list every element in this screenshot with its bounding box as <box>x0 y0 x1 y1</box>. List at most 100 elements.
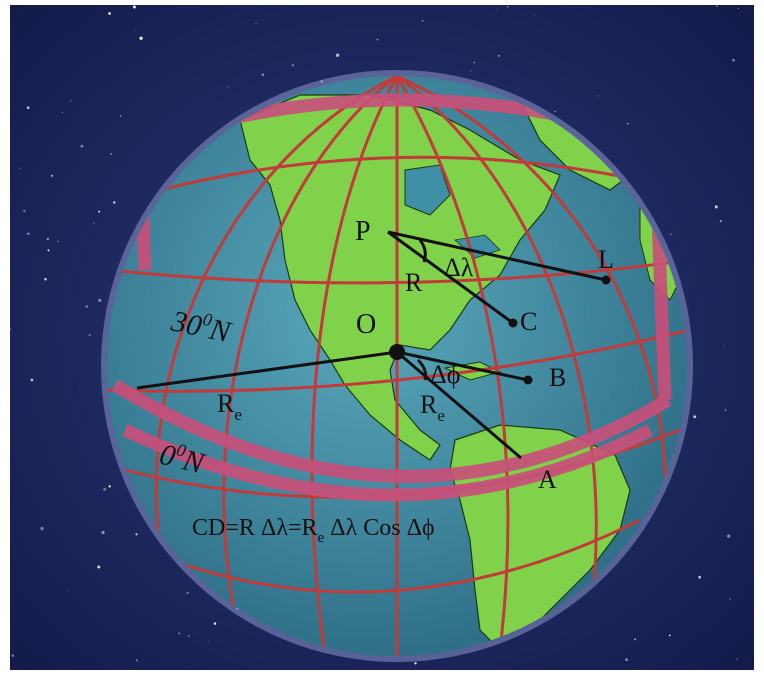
star <box>47 238 49 240</box>
label-p: P <box>355 216 371 247</box>
star <box>470 70 472 72</box>
star <box>729 598 731 600</box>
point-o <box>389 344 405 360</box>
star <box>719 220 722 223</box>
star <box>57 240 59 243</box>
star <box>47 249 50 252</box>
star <box>533 14 535 16</box>
star <box>108 485 111 488</box>
great-lakes-shape <box>454 234 501 259</box>
star <box>44 277 47 281</box>
star <box>507 6 509 8</box>
star <box>376 38 379 41</box>
star <box>724 409 727 411</box>
meridian-east-1 <box>395 76 510 651</box>
label-a: A <box>538 465 557 494</box>
star <box>103 487 107 491</box>
label-b: B <box>549 363 566 392</box>
meridian-west-3 <box>154 76 398 601</box>
star <box>66 590 68 592</box>
star <box>135 533 138 536</box>
star <box>88 334 91 337</box>
star <box>40 526 44 531</box>
star <box>61 111 64 113</box>
label-r: R <box>405 268 423 297</box>
star <box>727 534 731 538</box>
star <box>119 115 122 118</box>
star <box>213 622 217 625</box>
band-equator <box>122 424 653 502</box>
hudson-bay-shape <box>404 164 451 216</box>
star <box>736 658 738 660</box>
meridian-west-1 <box>310 76 399 656</box>
star <box>693 415 697 419</box>
parallel-2 <box>107 328 687 393</box>
star <box>227 86 229 88</box>
star <box>134 29 137 31</box>
star <box>30 378 34 382</box>
star <box>625 658 628 662</box>
star <box>110 152 113 155</box>
point-c <box>508 318 518 328</box>
star <box>732 58 735 62</box>
line-pl <box>387 230 607 282</box>
line-ob <box>396 350 529 382</box>
star <box>98 298 102 303</box>
star <box>188 635 190 637</box>
point-l <box>601 275 611 285</box>
star <box>135 659 138 662</box>
north-america-shape <box>239 94 561 461</box>
star <box>23 209 26 213</box>
star <box>626 122 629 125</box>
star <box>26 106 30 110</box>
star <box>207 640 209 642</box>
star <box>498 54 501 57</box>
star <box>698 575 701 579</box>
star <box>178 632 181 635</box>
star <box>132 5 136 9</box>
star <box>421 20 424 22</box>
line-re-left <box>136 350 398 390</box>
star <box>554 110 556 113</box>
label-l: L <box>598 245 614 274</box>
star <box>93 222 95 224</box>
meridian-east-2 <box>396 76 598 621</box>
parallel-5 <box>159 155 641 192</box>
star <box>335 53 340 57</box>
angle-arc-lambda <box>418 239 427 263</box>
star <box>85 305 89 308</box>
point-b <box>523 375 533 385</box>
line-oa <box>396 350 522 460</box>
label-re-left: Re <box>217 389 242 424</box>
star <box>27 232 30 235</box>
star <box>70 100 72 102</box>
angle-arc-phi <box>416 358 428 381</box>
star <box>97 565 101 569</box>
construction-lines <box>136 230 607 460</box>
star <box>101 530 105 535</box>
star <box>723 346 725 348</box>
parallel-4 <box>169 518 641 594</box>
star <box>98 210 101 213</box>
star <box>668 634 671 637</box>
star <box>108 12 111 15</box>
star <box>291 64 294 67</box>
star <box>186 591 189 594</box>
label-delta-phi: Δϕ <box>430 360 460 389</box>
parallel-1 <box>109 258 687 285</box>
formula-text: CD=R Δλ=Re Δλ Cos Δϕ <box>192 515 435 546</box>
band-30n <box>111 379 672 483</box>
star <box>19 167 21 169</box>
star <box>139 36 143 40</box>
star <box>634 638 637 641</box>
label-c: C <box>520 307 537 336</box>
star <box>255 22 257 24</box>
star <box>737 7 739 9</box>
star <box>113 201 116 204</box>
star <box>11 654 15 657</box>
star <box>228 668 230 670</box>
label-delta-lambda: Δλ <box>444 253 474 282</box>
line-pc <box>387 230 514 325</box>
